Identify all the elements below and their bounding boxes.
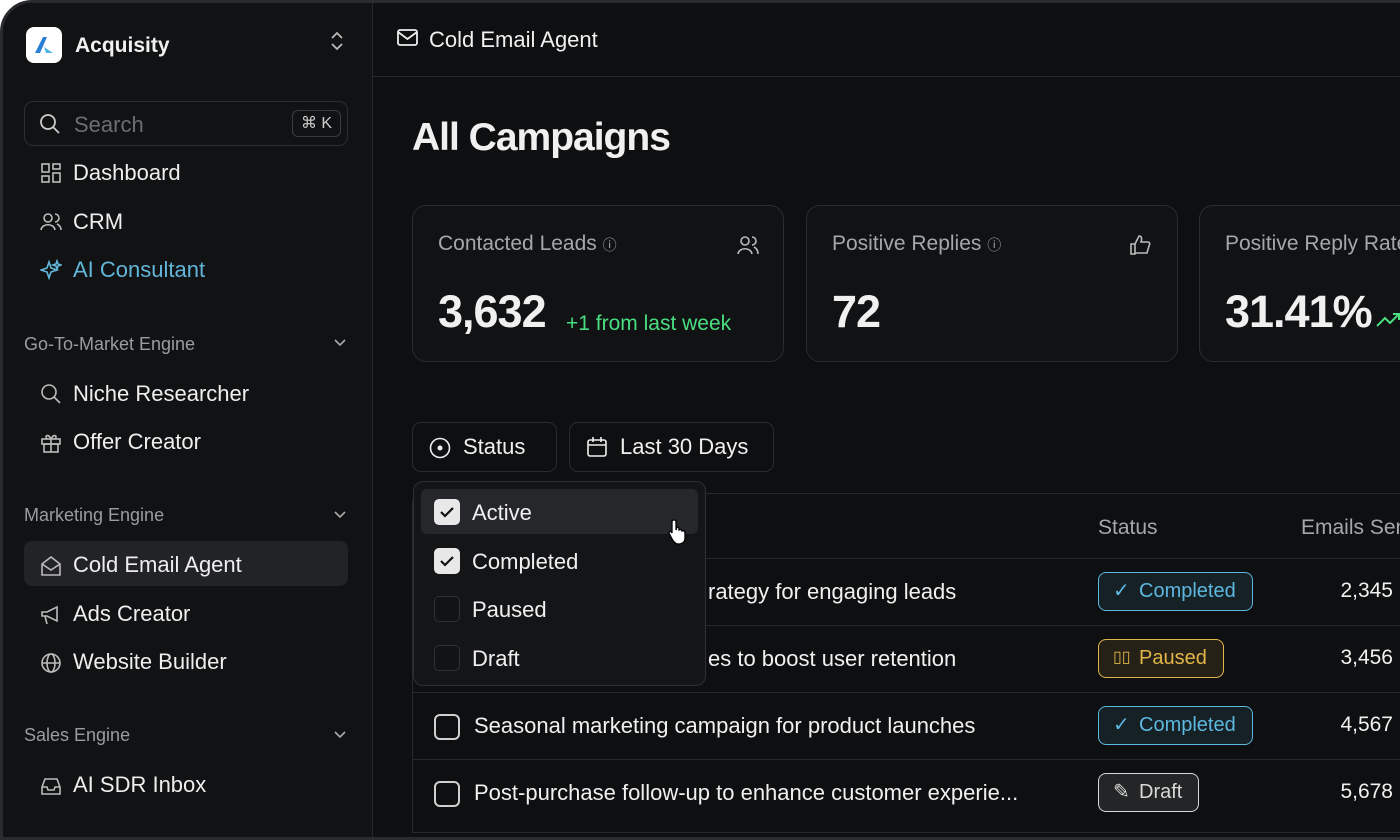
stat-label: Positive Reply Rate: [1225, 232, 1400, 255]
trend-icon: [1376, 313, 1400, 327]
nav-item[interactable]: Niche Researcher: [73, 381, 250, 406]
stat-value: 3,632: [438, 286, 547, 337]
campaign-name: Seasonal marketing campaign for product …: [474, 713, 976, 738]
menu-checkbox[interactable]: [434, 596, 460, 622]
status-badge: ▯▯ Paused: [1098, 639, 1224, 678]
menu-checkbox[interactable]: [434, 644, 460, 671]
label: Draft: [1139, 781, 1183, 803]
table-row[interactable]: Post-purchase follow-up to enhance custo…: [412, 759, 1400, 826]
stat-icon: [737, 236, 759, 255]
row-checkbox[interactable]: [434, 714, 460, 740]
label: Status: [463, 434, 526, 459]
icon: [41, 605, 58, 625]
label: Paused: [1139, 647, 1207, 669]
header-border: [373, 76, 1400, 77]
nav-item[interactable]: Cold Email Agent: [73, 552, 242, 577]
nav-item[interactable]: CRM: [73, 209, 124, 234]
status-menu: Active Completed Paused Draft: [413, 481, 706, 686]
stat-value: 72: [832, 286, 881, 337]
logo: [26, 27, 62, 63]
search-box[interactable]: Search ⌘ K: [24, 101, 348, 146]
brand-switch[interactable]: [329, 30, 345, 52]
column-header: Status: [1098, 516, 1158, 539]
campaign-name: rategy for engaging leads: [708, 579, 957, 604]
stat-card: Positive Reply Rate 31.41%: [1199, 205, 1400, 362]
label: Contacted Leads: [438, 232, 597, 255]
campaign-name: Post-purchase follow-up to enhance custo…: [474, 780, 1019, 805]
nav-item[interactable]: AI Consultant: [73, 257, 206, 282]
sidebar: Acquisity Search ⌘ K Dashboard CRM AI Co…: [3, 3, 373, 837]
brand: Acquisity: [75, 34, 170, 57]
stat-delta: +1 from last week: [566, 312, 732, 335]
icon: [41, 778, 61, 795]
menu-item[interactable]: Draft: [472, 645, 520, 671]
chevron[interactable]: [333, 730, 347, 740]
column-header: Emails Sent: [1301, 516, 1400, 539]
nav-item[interactable]: Website Builder: [73, 649, 227, 674]
cursor: [668, 519, 686, 545]
stat-value: 31.41%: [1225, 286, 1373, 337]
stat-label: Positive Replies ⓘ: [832, 232, 1002, 255]
icon: [41, 653, 61, 673]
stat-card: Positive Replies ⓘ 72: [806, 205, 1178, 362]
label: Completed: [1139, 714, 1236, 736]
section-title: Go-To-Market Engine: [24, 334, 196, 354]
page-title: All Campaigns: [412, 116, 671, 159]
stat-card: Contacted Leads ⓘ 3,632 +1 from last wee…: [412, 205, 784, 362]
menu-item[interactable]: Paused: [472, 597, 547, 622]
nav-item[interactable]: Ads Creator: [73, 601, 191, 626]
menu-checkbox[interactable]: [434, 547, 460, 574]
status-badge: ✓ Completed: [1098, 706, 1253, 745]
table-row[interactable]: Seasonal marketing campaign for product …: [412, 692, 1400, 759]
icon: [40, 259, 62, 281]
emails-sent: 3,456: [1340, 646, 1393, 669]
chevron[interactable]: [333, 338, 347, 348]
label: Positive Replies: [832, 232, 982, 255]
status-badge: ✓ Completed: [1098, 572, 1253, 611]
filter-button[interactable]: Last 30 Days: [569, 422, 774, 472]
menu-item[interactable]: Completed: [472, 548, 579, 574]
icon: [41, 163, 61, 183]
label: Completed: [1139, 580, 1236, 602]
stat-label: Contacted Leads ⓘ: [438, 232, 617, 255]
emails-sent: 2,345: [1340, 579, 1393, 602]
nav-item[interactable]: Offer Creator: [73, 429, 201, 454]
menu-checkbox[interactable]: [434, 499, 460, 525]
icon: [41, 555, 61, 576]
emails-sent: 5,678: [1340, 780, 1393, 803]
nav-item[interactable]: AI SDR Inbox: [73, 772, 207, 797]
search-shortcut: ⌘ K: [292, 110, 341, 137]
menu-hover: [421, 489, 698, 534]
menu-item[interactable]: Active: [472, 500, 532, 525]
section-title: Marketing Engine: [24, 505, 165, 525]
table-row[interactable]: rategy for engaging leads ✓ Completed 2,3…: [412, 558, 1400, 625]
chevron[interactable]: [333, 510, 347, 520]
search-placeholder: Search: [74, 112, 144, 137]
emails-sent: 4,567: [1340, 713, 1393, 736]
section-title: Sales Engine: [24, 725, 131, 745]
nav-item[interactable]: Dashboard: [73, 160, 181, 185]
filter-button[interactable]: Status: [412, 422, 557, 472]
header-title: Cold Email Agent: [429, 27, 598, 52]
icon: [41, 384, 61, 404]
icon: [40, 213, 62, 231]
icon: [41, 434, 61, 453]
stat-icon: [1130, 235, 1151, 255]
row-checkbox[interactable]: [434, 781, 460, 807]
status-badge: ✎ Draft: [1098, 773, 1200, 812]
header-icon: [397, 29, 418, 46]
label: Last 30 Days: [620, 434, 749, 459]
table-row[interactable]: es to boost user retention ▯▯ Paused 3,45…: [412, 625, 1400, 692]
active-nav-bg: [24, 541, 348, 586]
campaign-name: es to boost user retention: [708, 646, 957, 671]
